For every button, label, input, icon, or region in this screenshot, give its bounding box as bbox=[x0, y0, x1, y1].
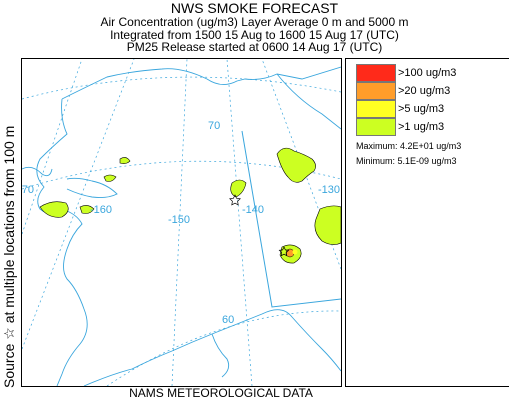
longitude-line-140 bbox=[226, 59, 253, 386]
alaska-south-coast bbox=[83, 309, 341, 386]
subtitle-integration: Integrated from 1500 15 Aug to 1600 15 A… bbox=[110, 28, 399, 42]
source-markers bbox=[229, 194, 290, 257]
legend-label-20: >20 ug/m3 bbox=[398, 85, 451, 97]
smoke-core-yellow bbox=[292, 249, 298, 255]
map-canvas: -170 -160 -150 -140 -130 70 60 bbox=[22, 59, 341, 386]
latitude-line-70 bbox=[22, 76, 341, 100]
legend-swatch-20 bbox=[356, 82, 396, 100]
map-panel: -170 -160 -150 -140 -130 70 60 bbox=[21, 58, 342, 387]
longitude-line-160 bbox=[22, 59, 135, 350]
smoke-plume-fairbanks bbox=[230, 179, 247, 198]
kenai-peninsula bbox=[211, 333, 230, 378]
subtitle-concentration: Air Concentration (ug/m3) Layer Average … bbox=[100, 15, 409, 29]
legend-swatch-1 bbox=[356, 118, 396, 136]
legend-label-100: >100 ug/m3 bbox=[398, 67, 457, 79]
map-title: NWS SMOKE FORECAST bbox=[170, 0, 339, 16]
longitude-label-170: -170 bbox=[22, 184, 34, 196]
longitude-line-170 bbox=[22, 59, 83, 235]
alaska-west-coast bbox=[36, 98, 88, 386]
domain-boundary bbox=[241, 130, 341, 308]
longitude-label-140: -140 bbox=[242, 204, 264, 216]
smoke-plume-west-1 bbox=[39, 201, 69, 218]
source-star-southeast bbox=[278, 246, 290, 257]
longitude-label-130: -130 bbox=[318, 184, 340, 196]
longitude-label-160: -160 bbox=[90, 204, 112, 216]
source-star-fairbanks bbox=[229, 194, 241, 206]
canada-arctic-coast bbox=[276, 73, 341, 130]
smoke-plume-west-3 bbox=[119, 157, 131, 164]
smoke-plume-yukon-north bbox=[276, 147, 316, 183]
footer-meteorological-data: NAMS METEOROLOGICAL DATA bbox=[129, 386, 313, 400]
legend-panel: >100 ug/m3 >20 ug/m3 >5 ug/m3 >1 ug/m3 M… bbox=[345, 58, 509, 387]
source-label: Source ☆ at multiple locations from 100 … bbox=[1, 125, 17, 388]
legend-maximum: Maximum: 4.2E+01 ug/m3 bbox=[356, 141, 462, 151]
smoke-plume-west-4 bbox=[103, 174, 117, 182]
longitude-line-130 bbox=[261, 59, 341, 270]
legend-swatch-5 bbox=[356, 100, 396, 118]
subtitle-release: PM25 Release started at 0600 14 Aug 17 (… bbox=[126, 40, 383, 54]
alaska-north-coast bbox=[61, 66, 341, 100]
chukotka-coast bbox=[22, 166, 53, 177]
seward-peninsula bbox=[66, 177, 118, 199]
coastline bbox=[22, 66, 341, 386]
latitude-label-60: 60 bbox=[222, 314, 234, 326]
legend-minimum: Minimum: 5.1E-09 ug/m3 bbox=[356, 156, 457, 166]
smoke-plume-yukon-east bbox=[314, 205, 341, 245]
legend-label-5: >5 ug/m3 bbox=[398, 103, 445, 115]
legend-label-1: >1 ug/m3 bbox=[398, 121, 445, 133]
latitude-label-70: 70 bbox=[208, 120, 220, 132]
smoke-plumes bbox=[39, 147, 341, 264]
smoke-plume-west-2 bbox=[79, 205, 95, 214]
legend-swatch-100 bbox=[356, 64, 396, 82]
longitude-label-150: -150 bbox=[168, 214, 190, 226]
